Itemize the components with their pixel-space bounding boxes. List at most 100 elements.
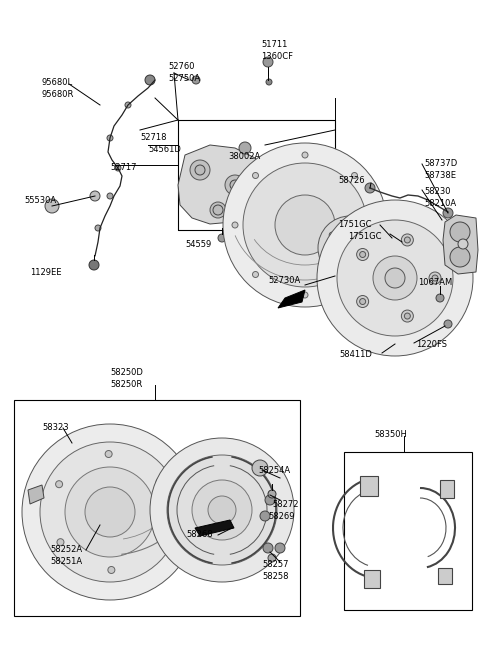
Circle shape bbox=[458, 239, 468, 249]
Circle shape bbox=[302, 292, 308, 298]
Bar bbox=[360, 476, 378, 496]
Circle shape bbox=[90, 191, 100, 201]
Circle shape bbox=[263, 543, 273, 553]
Circle shape bbox=[263, 57, 273, 67]
Circle shape bbox=[401, 234, 413, 246]
Circle shape bbox=[260, 511, 270, 521]
Circle shape bbox=[125, 102, 131, 108]
Circle shape bbox=[105, 451, 112, 457]
Text: 38002A: 38002A bbox=[228, 152, 260, 161]
Text: 52750A: 52750A bbox=[168, 74, 200, 83]
Polygon shape bbox=[195, 520, 234, 536]
Circle shape bbox=[107, 193, 113, 199]
Text: 58268: 58268 bbox=[186, 530, 213, 539]
Circle shape bbox=[373, 256, 417, 300]
Text: 58252A: 58252A bbox=[50, 545, 82, 554]
Circle shape bbox=[57, 539, 64, 546]
Text: 58323: 58323 bbox=[42, 423, 69, 432]
Circle shape bbox=[266, 79, 272, 85]
Circle shape bbox=[252, 460, 268, 476]
Circle shape bbox=[232, 222, 238, 228]
Circle shape bbox=[45, 199, 59, 213]
Text: 58272: 58272 bbox=[272, 500, 299, 509]
Circle shape bbox=[365, 183, 375, 193]
Circle shape bbox=[243, 170, 253, 180]
Circle shape bbox=[329, 232, 335, 238]
Text: 52760: 52760 bbox=[168, 62, 194, 71]
Circle shape bbox=[450, 247, 470, 267]
Circle shape bbox=[360, 251, 366, 258]
Text: 54559: 54559 bbox=[185, 240, 211, 249]
Circle shape bbox=[192, 480, 252, 540]
Circle shape bbox=[85, 487, 135, 537]
Text: 1360CF: 1360CF bbox=[261, 52, 293, 61]
Text: 52717: 52717 bbox=[110, 163, 136, 172]
Circle shape bbox=[192, 76, 200, 84]
Circle shape bbox=[150, 438, 294, 582]
Text: 1751GC: 1751GC bbox=[348, 232, 382, 241]
Circle shape bbox=[268, 490, 276, 498]
Bar bbox=[344, 452, 472, 610]
Circle shape bbox=[239, 142, 251, 154]
Circle shape bbox=[432, 275, 438, 281]
Circle shape bbox=[225, 175, 245, 195]
Polygon shape bbox=[178, 145, 262, 224]
Text: 52730A: 52730A bbox=[268, 276, 300, 285]
Circle shape bbox=[357, 295, 369, 308]
Circle shape bbox=[157, 537, 164, 543]
Text: 1067AM: 1067AM bbox=[418, 278, 452, 287]
Circle shape bbox=[317, 200, 473, 356]
Circle shape bbox=[252, 173, 259, 178]
Text: 58737D: 58737D bbox=[424, 159, 457, 168]
Circle shape bbox=[329, 258, 335, 264]
Text: 95680L: 95680L bbox=[42, 78, 73, 87]
Circle shape bbox=[360, 298, 366, 304]
Circle shape bbox=[337, 220, 453, 336]
Circle shape bbox=[208, 496, 236, 524]
Polygon shape bbox=[28, 485, 44, 504]
Text: 58257: 58257 bbox=[262, 560, 288, 569]
Circle shape bbox=[275, 543, 285, 553]
Circle shape bbox=[190, 160, 210, 180]
Text: 58269: 58269 bbox=[268, 512, 295, 521]
Circle shape bbox=[213, 205, 223, 215]
Circle shape bbox=[444, 320, 452, 328]
Text: 58411D: 58411D bbox=[339, 350, 372, 359]
Circle shape bbox=[275, 195, 335, 255]
Circle shape bbox=[429, 272, 441, 284]
Circle shape bbox=[342, 240, 358, 256]
Text: 58258: 58258 bbox=[262, 572, 288, 581]
Polygon shape bbox=[278, 290, 305, 308]
Circle shape bbox=[357, 249, 369, 260]
Circle shape bbox=[268, 554, 276, 562]
Bar bbox=[178, 120, 335, 230]
Text: 1751GC: 1751GC bbox=[338, 220, 372, 229]
Circle shape bbox=[354, 224, 360, 230]
Circle shape bbox=[302, 152, 308, 158]
Text: 58726: 58726 bbox=[338, 176, 365, 185]
Text: 1220FS: 1220FS bbox=[416, 340, 447, 349]
Circle shape bbox=[65, 467, 155, 557]
Text: 58254A: 58254A bbox=[258, 466, 290, 475]
Text: 52718: 52718 bbox=[140, 133, 167, 142]
Circle shape bbox=[443, 208, 453, 218]
Polygon shape bbox=[443, 215, 478, 274]
Text: 54561D: 54561D bbox=[148, 145, 181, 154]
Circle shape bbox=[436, 294, 444, 302]
Circle shape bbox=[351, 173, 358, 178]
Circle shape bbox=[195, 165, 205, 175]
Circle shape bbox=[218, 234, 226, 242]
Bar bbox=[438, 568, 452, 584]
Circle shape bbox=[385, 268, 405, 288]
Circle shape bbox=[89, 260, 99, 270]
Bar bbox=[440, 480, 454, 498]
Text: 58251A: 58251A bbox=[50, 557, 82, 566]
Circle shape bbox=[230, 180, 240, 190]
Circle shape bbox=[354, 266, 360, 272]
Circle shape bbox=[265, 495, 275, 505]
Circle shape bbox=[115, 165, 121, 171]
Bar bbox=[364, 570, 380, 588]
Circle shape bbox=[223, 143, 387, 307]
Circle shape bbox=[450, 222, 470, 242]
Text: 95680R: 95680R bbox=[42, 90, 74, 99]
